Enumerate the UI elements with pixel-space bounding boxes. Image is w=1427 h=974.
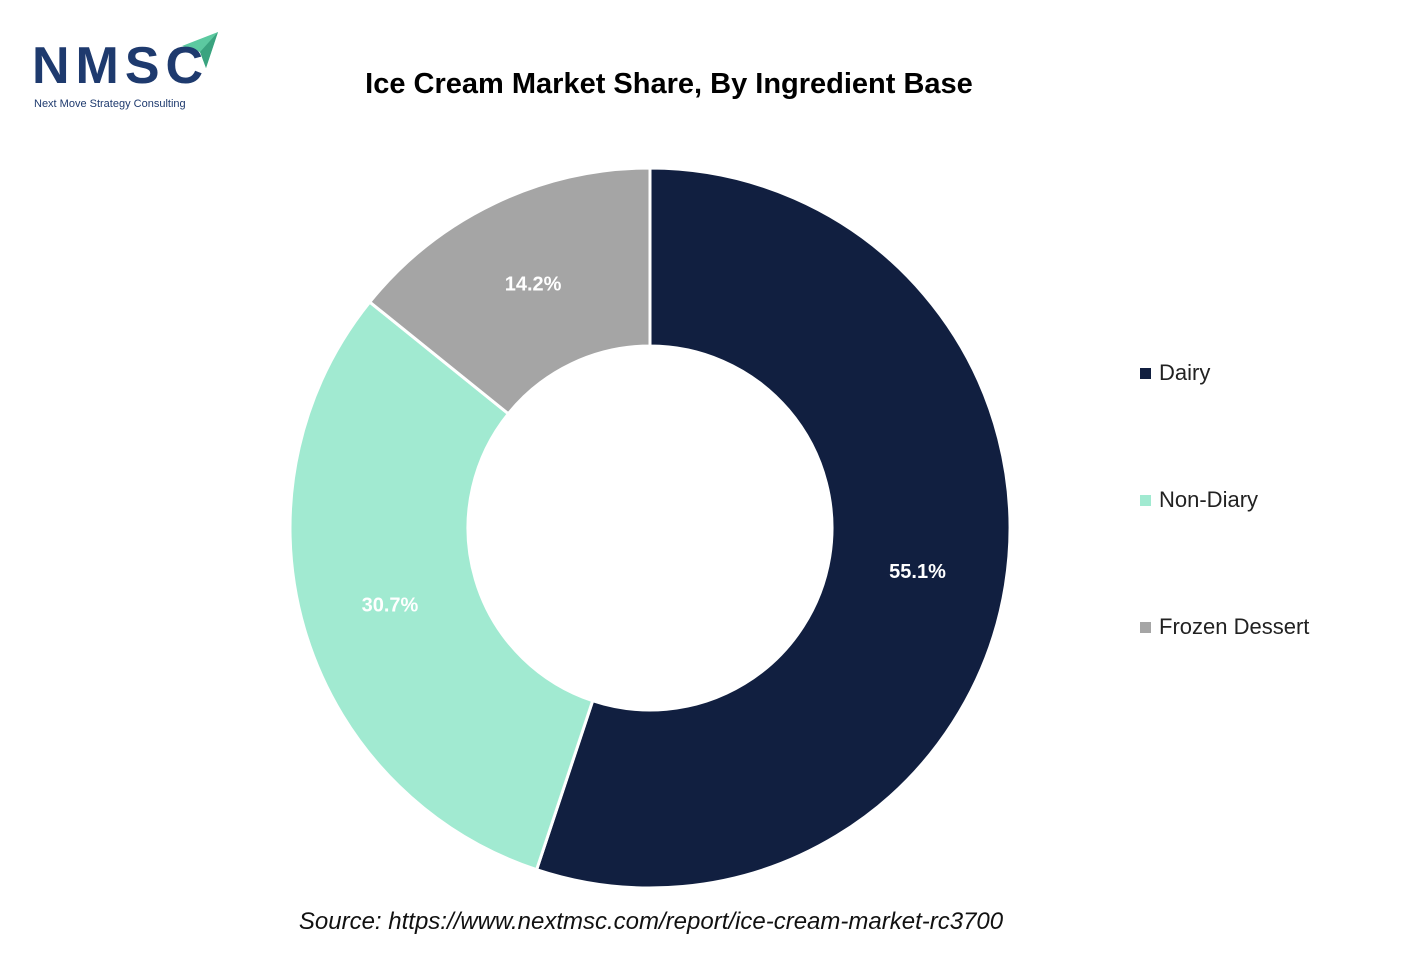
donut-slice-dairy	[534, 166, 1012, 890]
data-label: 14.2%	[505, 274, 562, 296]
legend-label: Non-Diary	[1159, 487, 1259, 512]
legend-label: Frozen Dessert	[1159, 614, 1310, 639]
company-logo: NMSC Next Move Strategy Consulting	[32, 28, 232, 118]
legend-swatch	[1140, 367, 1151, 379]
logo-wordmark: NMSC	[32, 37, 210, 95]
data-label: 30.7%	[362, 594, 419, 616]
donut-slice-frozen-dessert	[367, 166, 652, 416]
legend-swatch	[1140, 494, 1151, 506]
legend-item: Dairy	[1140, 360, 1210, 386]
legend-item: Non-Diary	[1140, 487, 1258, 513]
legend-item: Frozen Dessert	[1140, 614, 1309, 640]
arrow-icon	[182, 32, 218, 68]
data-label: 55.1%	[889, 561, 946, 583]
source-note: Source: https://www.nextmsc.com/report/i…	[298, 908, 1004, 935]
legend-swatch	[1140, 621, 1151, 633]
donut-slice-non-diary	[288, 299, 595, 872]
legend-label: Dairy	[1159, 360, 1211, 385]
logo-tagline: Next Move Strategy Consulting	[34, 98, 186, 110]
chart-title: Ice Cream Market Share, By Ingredient Ba…	[365, 68, 973, 100]
